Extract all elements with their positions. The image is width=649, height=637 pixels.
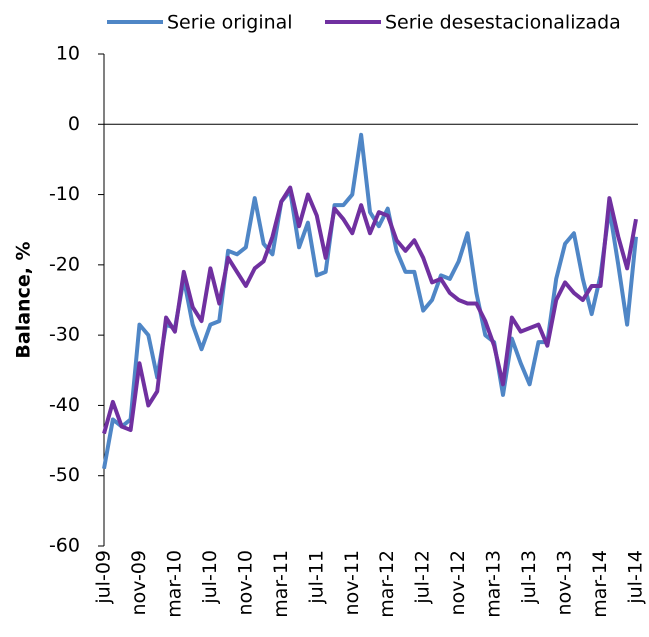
y-axis-label: Balance, % — [13, 241, 35, 358]
x-tick-label: jul-09 — [93, 550, 115, 605]
x-tick-label: jul-11 — [305, 550, 327, 605]
x-tick-label: jul-12 — [412, 550, 434, 605]
x-tick-label: mar-14 — [589, 550, 611, 618]
x-tick-label: jul-14 — [625, 550, 647, 605]
x-tick-label: nov-12 — [447, 550, 469, 615]
x-tick-label: nov-13 — [554, 550, 576, 615]
y-tick-label: -30 — [49, 324, 80, 346]
x-tick-label: mar-12 — [376, 550, 398, 618]
x-tick-label: nov-11 — [341, 550, 363, 615]
y-tick-label: -10 — [49, 183, 80, 205]
x-tick-label: mar-13 — [483, 550, 505, 618]
y-tick-label: -40 — [49, 394, 80, 416]
y-tick-label: 0 — [68, 113, 80, 135]
x-tick-label: mar-11 — [270, 550, 292, 618]
y-tick-label: -60 — [49, 535, 80, 557]
y-tick-label: -20 — [49, 253, 80, 275]
x-tick-label: mar-10 — [163, 550, 185, 618]
x-tick-label: jul-13 — [518, 550, 540, 605]
x-tick-label: nov-09 — [128, 550, 150, 615]
y-tick-label: 10 — [56, 43, 80, 65]
legend-label: Serie desestacionalizada — [385, 12, 621, 34]
legend-label: Serie original — [167, 12, 293, 34]
x-tick-label: nov-10 — [234, 550, 256, 615]
series-line — [102, 185, 638, 435]
x-tick-label: jul-10 — [199, 550, 221, 605]
y-tick-label: -50 — [49, 464, 80, 486]
